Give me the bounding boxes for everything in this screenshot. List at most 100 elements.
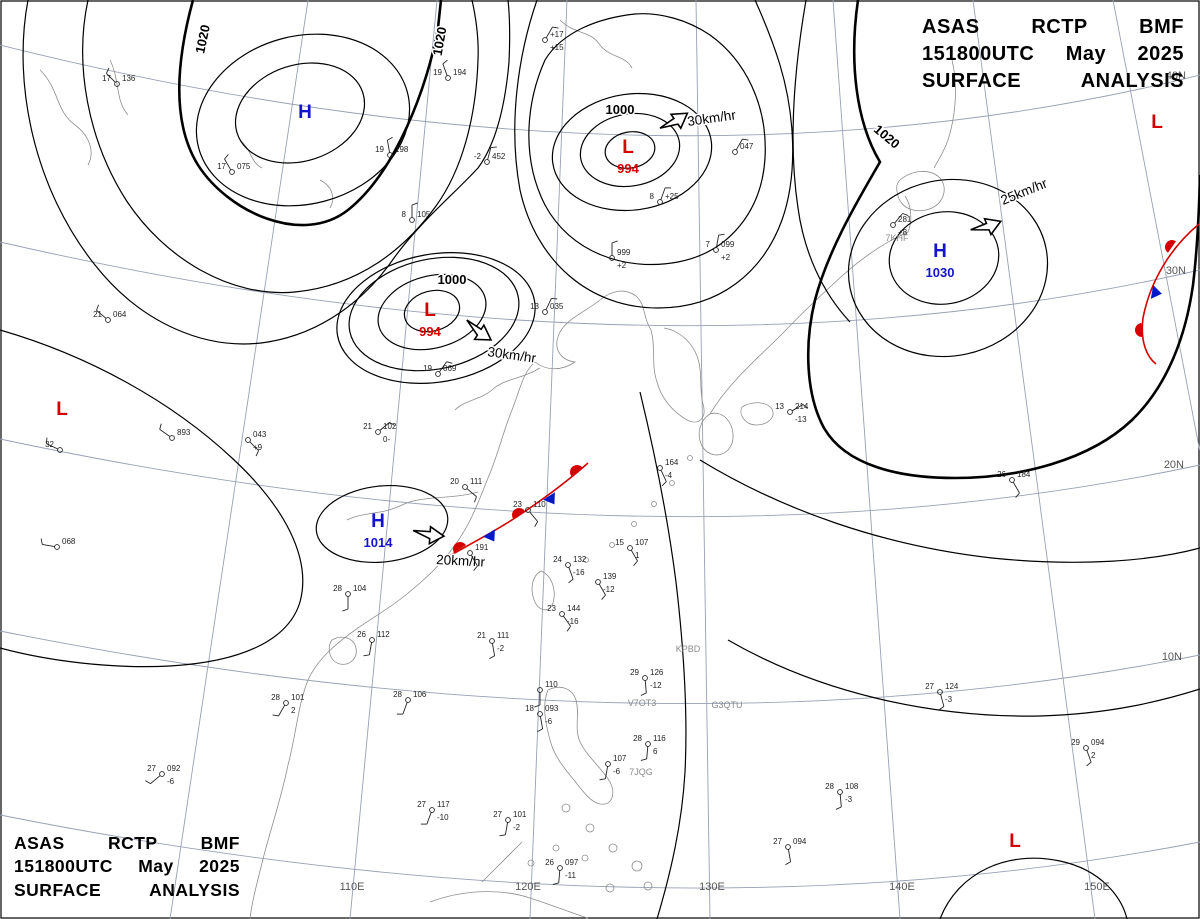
station-plot (499, 817, 511, 837)
station-pressure: 104 (353, 584, 367, 593)
coastline-china-vietnam (249, 299, 601, 919)
station-pressure: 126 (650, 668, 664, 677)
station-temperature: 18 (525, 704, 534, 713)
isobar-label: 1000 (438, 272, 467, 287)
station-temperature: 27 (493, 810, 502, 819)
station-plot (537, 711, 544, 733)
meridian-150e (972, 0, 1096, 919)
coastlines (39, 19, 956, 919)
isobar (727, 639, 1200, 717)
station-plot (489, 638, 496, 660)
warm-front-symbol (570, 465, 583, 477)
station-plot (542, 26, 559, 43)
meridian-100e (169, 0, 309, 919)
product-id: ASAS RCTP BMF (14, 832, 240, 853)
latitude-line-5n (0, 814, 1200, 889)
coastline-island (608, 843, 618, 853)
coastline-island (605, 883, 615, 893)
station-plot (420, 807, 435, 825)
station-tendency: -6 (545, 717, 553, 726)
latitude-label: 40N (1166, 70, 1186, 82)
station-temperature: 13 (775, 402, 784, 411)
station-plot (342, 591, 351, 612)
station-plot (145, 771, 165, 785)
station-temperature: 32 (45, 440, 54, 449)
isobar (403, 289, 461, 333)
station-plot (525, 507, 539, 527)
cold-front-symbol (483, 529, 495, 542)
river-line (319, 179, 334, 209)
station-pressure: 281 (898, 215, 912, 224)
station-pressure: +25 (665, 192, 679, 201)
station-pressure: 214 (795, 402, 809, 411)
station-temperature: 17 (217, 162, 226, 171)
station-pressure: 107 (635, 538, 649, 547)
coastline-shikoku (740, 402, 774, 426)
coastline-island (581, 854, 589, 862)
coastline-ryukyu (687, 455, 693, 461)
station-plot (45, 437, 63, 453)
footer-title-block: ASAS RCTP BMF 151800UTC May 2025 SURFACE… (14, 832, 240, 903)
coastline-kyushu (698, 412, 734, 456)
station-temperature: 19 (423, 364, 432, 373)
coastline-sakhalin (933, 59, 956, 169)
station-pressure: 116 (653, 734, 666, 743)
meridian-110e (349, 0, 438, 919)
isobar (888, 211, 1000, 305)
station-temperature: 28 (825, 782, 834, 791)
station-pressure: 893 (177, 428, 191, 437)
pressure-center-value: 994 (419, 324, 441, 339)
station-pressure: 108 (845, 782, 859, 791)
pressure-center-L: L (424, 300, 436, 321)
station-temperature: 28 (271, 693, 280, 702)
station-plot (484, 146, 497, 165)
station-plot (40, 538, 60, 550)
station-temperature: 29 (1071, 738, 1080, 747)
station-plot (409, 202, 418, 223)
station-temperature: 21 (93, 310, 102, 319)
station-temperature: 21 (477, 631, 486, 640)
station-temperature: 27 (147, 764, 156, 773)
coastline-island (585, 823, 595, 833)
station-plot (435, 361, 453, 377)
station-pressure: 136 (122, 74, 136, 83)
station-pressure: 110 (545, 680, 558, 689)
station-pressure: 132 (573, 555, 587, 564)
isobar-1014 (315, 484, 449, 564)
station-plot (396, 697, 411, 715)
station-plot (96, 304, 111, 323)
station-tendency: -4 (665, 471, 673, 480)
station-temperature: 29 (630, 668, 639, 677)
longitude-label: 150E (1084, 881, 1110, 893)
station-pressure: +17 (550, 30, 564, 39)
station-tendency: +9 (253, 443, 263, 452)
station-pressure: 094 (793, 837, 807, 846)
station-pressure: 112 (377, 630, 390, 639)
station-plot (363, 637, 375, 657)
coastline-hainan (328, 636, 357, 665)
station-tendency: -16 (567, 617, 579, 626)
station-pressure: 198 (395, 145, 409, 154)
isobar (939, 857, 1128, 919)
header-title-block: ASAS RCTP BMF 151800UTC May 2025 SURFACE… (922, 14, 1184, 94)
coastline-borneo (429, 891, 591, 919)
isobar-1000 (377, 273, 487, 351)
station-temperature: 26 (357, 630, 366, 639)
station-pressure: 101 (291, 693, 305, 702)
station-code-label: 7KHF (885, 233, 909, 243)
isobar (514, 0, 794, 309)
station-pressure: 093 (545, 704, 559, 713)
isobar (82, 0, 479, 294)
station-plot (467, 550, 478, 571)
latitude-label: 20N (1164, 459, 1184, 471)
station-plot (272, 700, 289, 717)
coastline-ryukyu (669, 480, 675, 486)
coastline-ryukyu (583, 557, 589, 563)
product-type: SURFACE ANALYSIS (922, 69, 1184, 92)
station-temperature: 28 (633, 734, 642, 743)
station-plot (442, 59, 451, 81)
